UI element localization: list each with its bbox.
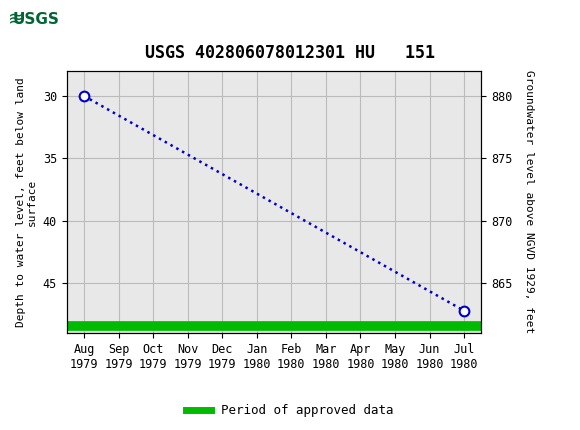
FancyBboxPatch shape (3, 2, 70, 38)
Y-axis label: Depth to water level, feet below land
surface: Depth to water level, feet below land su… (16, 77, 37, 327)
Text: ≋: ≋ (8, 10, 24, 30)
Y-axis label: Groundwater level above NGVD 1929, feet: Groundwater level above NGVD 1929, feet (524, 71, 534, 334)
Text: USGS 402806078012301 HU   151: USGS 402806078012301 HU 151 (145, 44, 435, 62)
Text: ≋USGS: ≋USGS (6, 11, 77, 29)
Text: USGS: USGS (13, 12, 59, 28)
Bar (1, 3, 71, 37)
Legend: Period of approved data: Period of approved data (181, 399, 399, 422)
